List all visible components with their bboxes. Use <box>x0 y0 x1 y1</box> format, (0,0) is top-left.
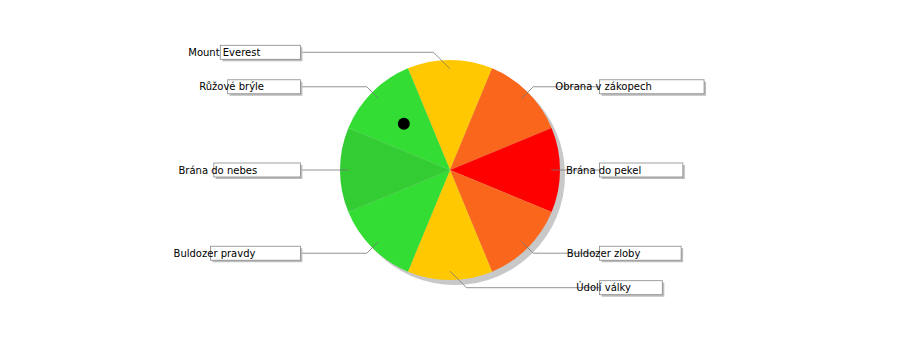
svg-text:Obrana v zákopech: Obrana v zákopech <box>555 81 651 92</box>
svg-text:Údolí války: Údolí války <box>576 281 631 293</box>
svg-text:Buldozer pravdy: Buldozer pravdy <box>174 248 256 259</box>
svg-text:Růžové brýle: Růžové brýle <box>199 81 264 92</box>
svg-text:Buldozer zloby: Buldozer zloby <box>567 248 641 259</box>
svg-text:Brána do nebes: Brána do nebes <box>179 165 258 176</box>
svg-text:Mount Everest: Mount Everest <box>188 47 260 58</box>
svg-text:Brána do pekel: Brána do pekel <box>566 165 641 176</box>
